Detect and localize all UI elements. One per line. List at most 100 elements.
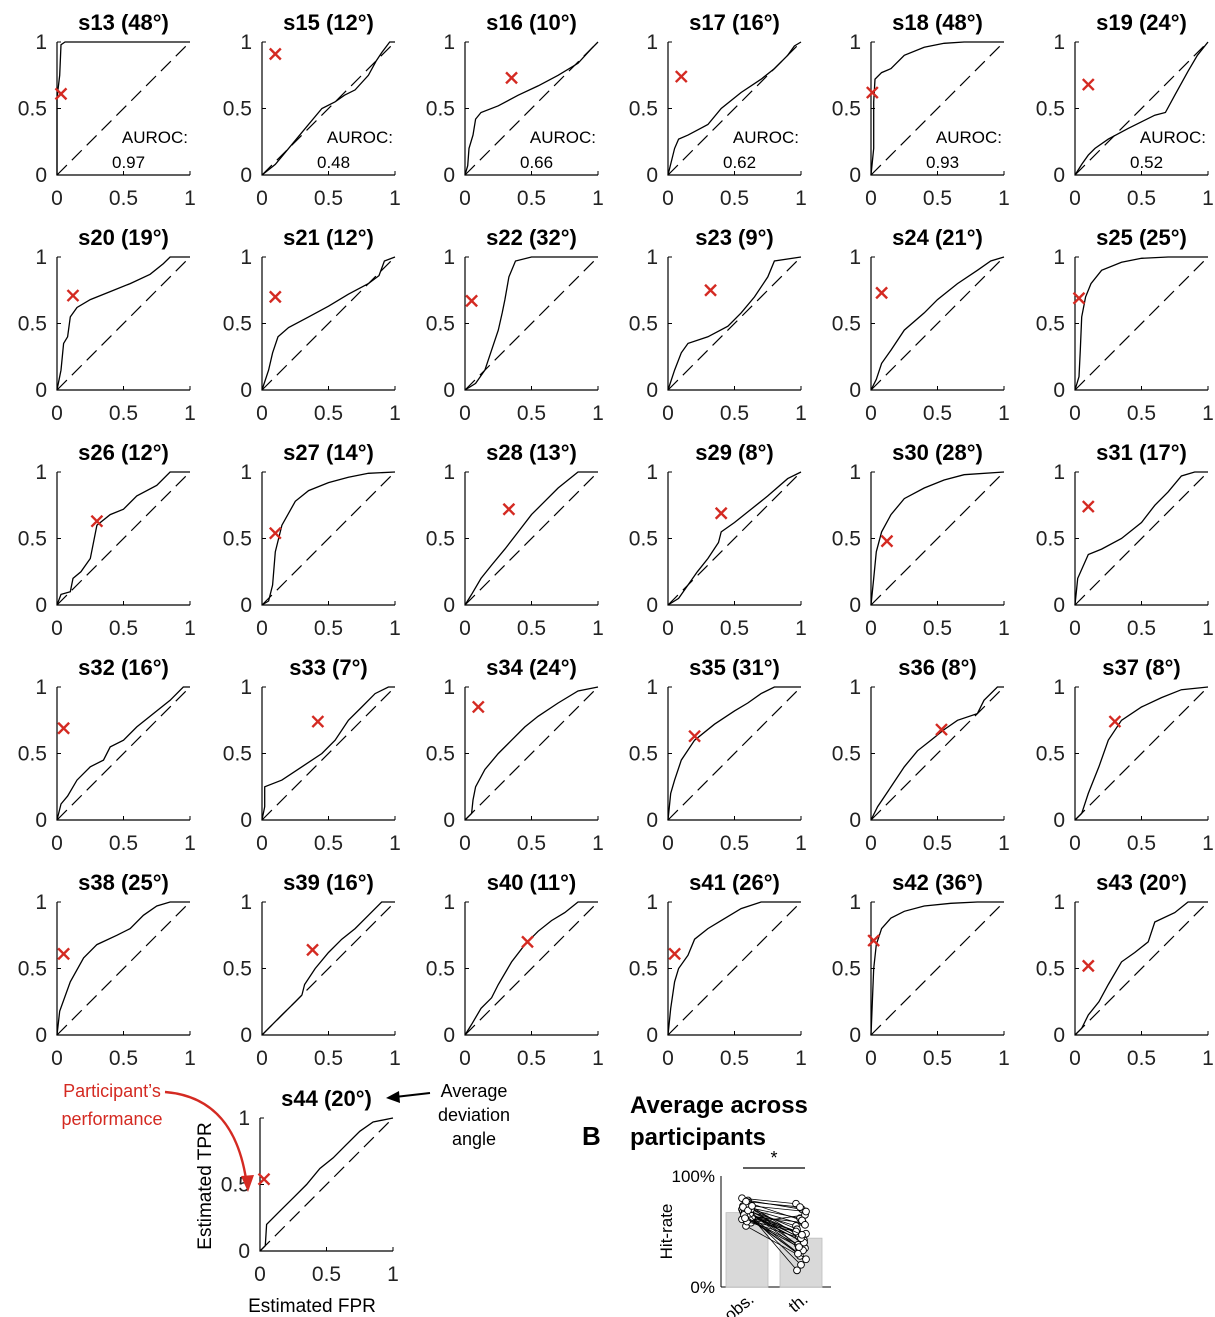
y-tick-label: 0.5 (832, 958, 861, 981)
participant-marker (714, 506, 728, 520)
b-category-label: th. (785, 1290, 812, 1317)
x-tick-label: 0.5 (314, 832, 343, 855)
chance-line (870, 41, 1005, 176)
x-tick-label: 0 (51, 1047, 63, 1070)
y-tick-label: 1 (240, 891, 252, 914)
x-tick-label: 0.5 (109, 832, 138, 855)
x-tick-label: 0 (51, 402, 63, 425)
roc-panel-s36: s36 (8°) 0 0.5 1 0 0.5 1 (832, 655, 1010, 855)
participant-marker (865, 86, 879, 99)
auroc-value: 0.52 (1130, 153, 1163, 172)
x-tick-label: 1 (1202, 832, 1214, 855)
chance-line (1074, 686, 1209, 821)
x-axis-label: Estimated FPR (248, 1296, 376, 1317)
y-tick-label: 1 (443, 246, 455, 269)
y-tick-label: 1 (849, 31, 861, 54)
y-tick-label: 0 (1053, 809, 1065, 832)
auroc-value: 0.93 (926, 153, 959, 172)
x-tick-label: 1 (795, 402, 807, 425)
panel-title: s43 (20°) (1096, 870, 1187, 895)
y-tick-label: 0 (1053, 594, 1065, 617)
panel-title: s36 (8°) (898, 655, 977, 680)
auroc-label: AUROC: (1140, 128, 1206, 147)
y-tick-label: 1 (238, 1107, 250, 1130)
y-tick-label: 0 (35, 164, 47, 187)
y-tick-label: 1 (443, 676, 455, 699)
panel-title: s32 (16°) (78, 655, 169, 680)
participant-marker (521, 935, 534, 949)
x-tick-label: 0.5 (720, 187, 749, 210)
x-tick-label: 0 (1069, 402, 1081, 425)
x-tick-label: 0.5 (1127, 187, 1156, 210)
roc-curve (667, 686, 801, 821)
y-tick-label: 1 (35, 676, 47, 699)
paired-line (750, 1214, 806, 1224)
x-tick-label: 1 (389, 1047, 401, 1070)
paired-line (746, 1212, 802, 1266)
x-tick-label: 0.5 (1127, 832, 1156, 855)
x-tick-label: 1 (592, 1047, 604, 1070)
participant-marker (1108, 715, 1122, 728)
chance-line (261, 686, 396, 821)
chance-line (667, 256, 802, 391)
x-tick-label: 0.5 (923, 1047, 952, 1070)
roc-panel-s26: s26 (12°) 0 0.5 1 0 0.5 1 (18, 440, 196, 640)
y-tick-label: 0 (35, 809, 47, 832)
panel-title: s21 (12°) (283, 225, 374, 250)
y-tick-label: 1 (1053, 891, 1065, 914)
obs-point (741, 1214, 749, 1223)
panel-title: s42 (36°) (892, 870, 983, 895)
roc-curve (261, 256, 396, 391)
participant-marker (1072, 291, 1086, 305)
panel-title: s34 (24°) (486, 655, 577, 680)
roc-panel-s15: s15 (12°) 0 0.5 1 0 0.5 1 AUROC: 0.48 (223, 10, 401, 210)
x-tick-label: 1 (998, 832, 1010, 855)
participant-arrow (164, 1090, 249, 1187)
x-tick-label: 0 (662, 1047, 674, 1070)
y-tick-label: 1 (646, 461, 658, 484)
roc-curve (56, 901, 190, 1036)
x-tick-label: 0 (51, 617, 63, 640)
participant-label-line1: Participant’s (63, 1081, 161, 1101)
roc-curve (667, 471, 802, 606)
y-tick-label: 0 (1053, 164, 1065, 187)
y-tick-label: 0.5 (629, 98, 658, 121)
y-tick-label: 1 (1053, 246, 1065, 269)
paired-line (742, 1206, 798, 1271)
y-tick-label: 0.5 (629, 743, 658, 766)
x-tick-label: 0 (459, 617, 471, 640)
y-tick-label: 0 (1053, 379, 1065, 402)
roc-panel-s39: s39 (16°) 0 0.5 1 0 0.5 1 (223, 870, 401, 1070)
x-tick-label: 1 (389, 187, 401, 210)
th-point (796, 1203, 804, 1211)
panel-title: s39 (16°) (283, 870, 374, 895)
x-tick-label: 0 (51, 187, 63, 210)
y-tick-label: 1 (240, 676, 252, 699)
x-tick-label: 1 (592, 187, 604, 210)
x-tick-label: 1 (998, 1047, 1010, 1070)
participant-marker (54, 87, 68, 101)
x-tick-label: 0 (865, 187, 877, 210)
chance-line (870, 471, 1005, 606)
y-tick-label: 0.5 (832, 743, 861, 766)
y-tick-label: 1 (646, 676, 658, 699)
x-tick-label: 1 (795, 187, 807, 210)
y-tick-label: 1 (443, 461, 455, 484)
y-tick-label: 0 (443, 1024, 455, 1047)
x-tick-label: 0.5 (314, 617, 343, 640)
y-tick-label: 0.5 (223, 958, 252, 981)
x-tick-label: 1 (1202, 1047, 1214, 1070)
chance-line (56, 471, 191, 606)
y-tick-label: 0 (1053, 1024, 1065, 1047)
y-tick-label: 1 (240, 31, 252, 54)
y-tick-label: 1 (849, 676, 861, 699)
x-tick-label: 0 (256, 402, 268, 425)
x-tick-label: 0.5 (720, 617, 749, 640)
roc-curve (464, 901, 598, 1036)
panel-title: s18 (48°) (892, 10, 983, 35)
participant-marker (57, 721, 70, 735)
roc-panel-s41: s41 (26°) 0 0.5 1 0 0.5 1 (629, 870, 807, 1070)
significance-star: * (770, 1148, 777, 1168)
participant-marker (935, 723, 948, 736)
